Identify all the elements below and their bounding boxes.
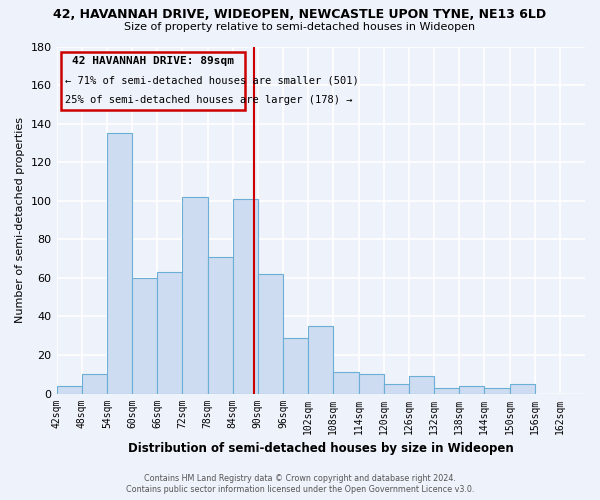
Bar — [132, 278, 157, 394]
Bar — [208, 256, 233, 394]
Bar — [409, 376, 434, 394]
Text: 42 HAVANNAH DRIVE: 89sqm: 42 HAVANNAH DRIVE: 89sqm — [72, 56, 234, 66]
Bar — [56, 386, 82, 394]
Text: Contains HM Land Registry data © Crown copyright and database right 2024.
Contai: Contains HM Land Registry data © Crown c… — [126, 474, 474, 494]
Bar — [258, 274, 283, 394]
Y-axis label: Number of semi-detached properties: Number of semi-detached properties — [15, 117, 25, 323]
Bar — [334, 372, 359, 394]
Bar — [383, 384, 409, 394]
Bar — [459, 386, 484, 394]
Bar — [182, 197, 208, 394]
Bar — [233, 199, 258, 394]
Text: 42, HAVANNAH DRIVE, WIDEOPEN, NEWCASTLE UPON TYNE, NE13 6LD: 42, HAVANNAH DRIVE, WIDEOPEN, NEWCASTLE … — [53, 8, 547, 20]
Text: ← 71% of semi-detached houses are smaller (501): ← 71% of semi-detached houses are smalle… — [65, 76, 359, 86]
Bar — [484, 388, 509, 394]
Text: Size of property relative to semi-detached houses in Wideopen: Size of property relative to semi-detach… — [124, 22, 476, 32]
Bar — [283, 338, 308, 394]
Bar — [82, 374, 107, 394]
X-axis label: Distribution of semi-detached houses by size in Wideopen: Distribution of semi-detached houses by … — [128, 442, 514, 455]
Bar — [61, 52, 245, 110]
Bar — [359, 374, 383, 394]
Bar — [308, 326, 334, 394]
Bar — [509, 384, 535, 394]
Bar — [107, 134, 132, 394]
Bar — [434, 388, 459, 394]
Text: 25% of semi-detached houses are larger (178) →: 25% of semi-detached houses are larger (… — [65, 94, 352, 104]
Bar — [157, 272, 182, 394]
